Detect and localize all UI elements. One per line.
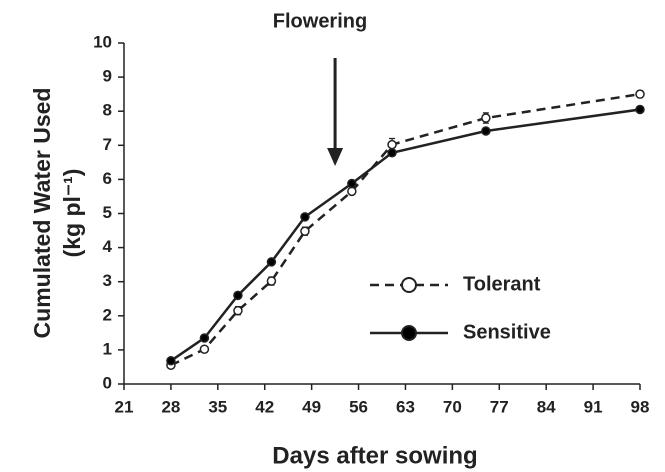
series-line (170, 92, 641, 367)
annotation-arrowhead (327, 148, 344, 166)
legend-label: Sensitive (463, 321, 551, 343)
x-tick-label: 91 (584, 397, 603, 416)
y-tick-label: 3 (103, 271, 112, 290)
annotation-text: Flowering (273, 10, 367, 32)
data-point (233, 290, 243, 301)
y-tick-label: 2 (103, 305, 112, 324)
data-point (347, 186, 357, 197)
x-tick-label: 70 (443, 397, 462, 416)
y-tick-label: 8 (103, 101, 112, 120)
data-point (481, 113, 491, 123)
data-point (387, 139, 397, 150)
x-tick-label: 63 (396, 397, 415, 416)
x-tick-label: 84 (537, 397, 556, 416)
y-tick-label: 7 (103, 135, 112, 154)
data-point (233, 305, 243, 316)
y-tick-label: 4 (103, 237, 113, 256)
y-tick-label: 5 (103, 203, 112, 222)
x-tick-label: 35 (208, 397, 227, 416)
data-point (300, 212, 310, 222)
x-tick-label: 21 (115, 397, 134, 416)
data-point (481, 126, 491, 136)
data-point (199, 344, 210, 354)
x-tick-label: 77 (490, 397, 509, 416)
data-point (387, 148, 397, 158)
y-tick-label: 10 (93, 32, 112, 51)
y-tick-label: 9 (103, 67, 112, 86)
y-axis-label: (kg pl⁻¹) (59, 169, 85, 258)
data-point (166, 356, 176, 366)
x-tick-label: 56 (349, 397, 368, 416)
data-point (635, 89, 645, 99)
data-point (300, 226, 310, 236)
series-line (170, 108, 641, 362)
y-tick-label: 1 (103, 339, 112, 358)
data-point (266, 276, 277, 286)
data-point (199, 333, 210, 343)
data-point (347, 178, 357, 189)
x-axis-label: Days after sowing (272, 442, 477, 469)
data-point (635, 104, 645, 115)
y-tick-label: 0 (103, 373, 112, 392)
y-tick-label: 6 (103, 169, 112, 188)
x-tick-label: 49 (302, 397, 321, 416)
y-axis-label: Cumulated Water Used (29, 88, 55, 339)
legend-marker (401, 325, 417, 341)
x-tick-label: 42 (255, 397, 274, 416)
legend-marker (401, 277, 417, 293)
x-tick-label: 98 (631, 397, 650, 416)
x-tick-label: 28 (161, 397, 180, 416)
data-point (266, 257, 277, 267)
legend-label: Tolerant (463, 273, 541, 295)
